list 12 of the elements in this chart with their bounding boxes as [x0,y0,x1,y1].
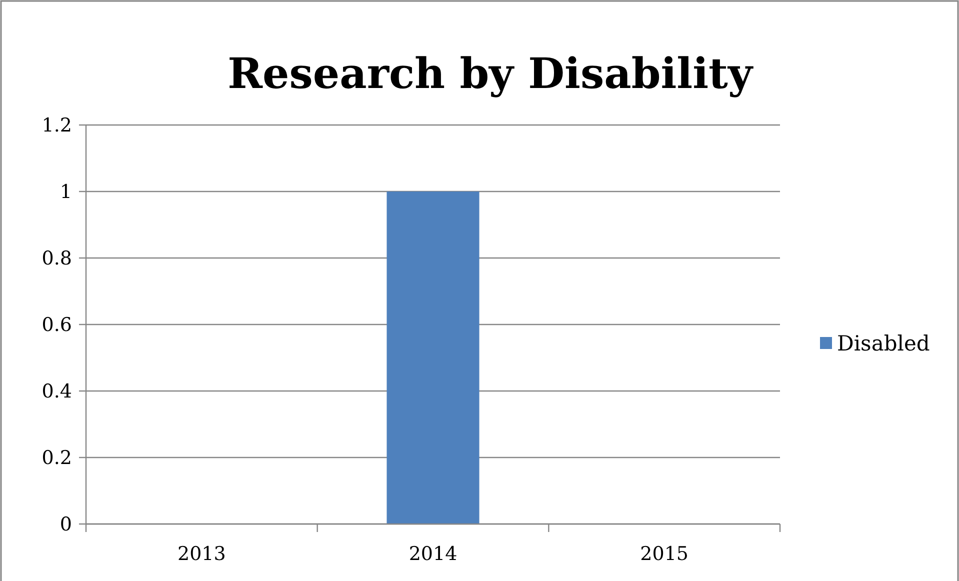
x-tick-label: 2013 [177,543,226,565]
y-tick-label: 0.6 [42,314,72,336]
y-tick-label: 0.4 [42,380,72,403]
x-tick-label: 2015 [640,543,689,565]
y-tick-label: 0.8 [42,248,72,270]
legend-label: Disabled [837,331,930,356]
chart-title: Research by Disability [228,49,754,98]
y-tick-label: 1.2 [42,114,72,137]
y-tick-label: 0 [60,514,72,536]
x-tick-label: 2014 [408,543,458,565]
y-tick-label: 0.2 [42,447,72,470]
y-tick-label: 1 [60,181,72,204]
